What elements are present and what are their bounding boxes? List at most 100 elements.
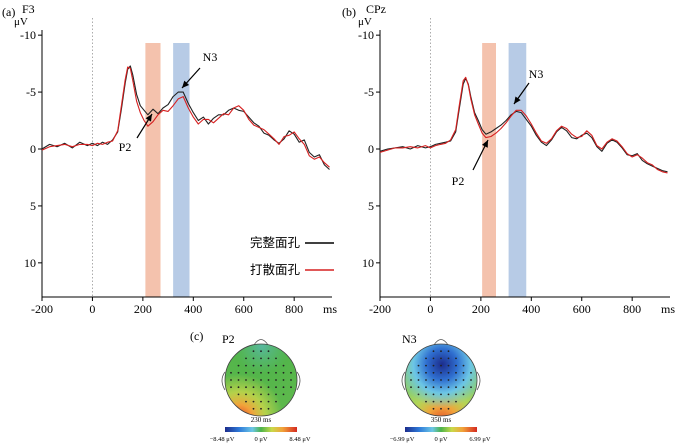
electrode-grid: [230, 350, 292, 410]
x-tick-label: -200: [31, 302, 53, 316]
x-tick-label: 200: [472, 302, 490, 316]
head-ear-left: [401, 371, 406, 391]
electrode-dot: [410, 386, 412, 389]
legend-label-scrambled: 打散面孔: [250, 262, 301, 277]
electrode-dot: [432, 407, 435, 410]
electrode-dot: [267, 386, 270, 389]
electrode-dot: [410, 371, 412, 374]
electrode-dot: [470, 379, 472, 381]
annotation-arrowhead: [482, 140, 488, 148]
electrode-dot: [245, 386, 247, 389]
head-ear-left: [221, 371, 226, 391]
y-tick-label: -5: [26, 85, 36, 99]
shaded-window: [173, 43, 190, 297]
electrode-dot: [425, 364, 427, 367]
annotation-label: N3: [529, 67, 544, 81]
colorbar-n3-min: −6.99 μV: [390, 436, 415, 443]
electrode-dot: [417, 379, 420, 381]
head-outline: [404, 343, 478, 417]
channel-label: CPz: [366, 2, 386, 16]
annotation-arrowhead: [514, 96, 521, 104]
electrode-dot: [470, 371, 472, 374]
electrode-dot: [267, 350, 270, 353]
electrode-dot: [260, 379, 262, 381]
electrode-dot: [447, 379, 450, 381]
y-tick-label: 5: [368, 199, 374, 213]
electrode-dot: [267, 379, 270, 381]
y-tick-label: 0: [368, 142, 374, 156]
electrode-dot: [267, 407, 270, 410]
y-tick-label: 10: [24, 256, 36, 270]
electrode-dot: [440, 379, 442, 381]
electrode-dot: [275, 364, 277, 367]
head-nose: [253, 339, 269, 346]
electrode-dot: [275, 386, 277, 389]
electrode-dot: [425, 357, 427, 360]
annotation-arrowhead: [145, 114, 152, 122]
electrode-dot: [252, 371, 255, 374]
topomap-p2-time: 230 ms: [251, 416, 272, 424]
electrode-dot: [245, 393, 247, 396]
series-line: [379, 77, 668, 173]
electrode-dot: [432, 364, 435, 367]
electrode-dot: [455, 371, 457, 374]
x-unit-label: ms: [661, 302, 675, 316]
electrode-dot: [260, 364, 262, 367]
electrode-dot: [260, 407, 262, 410]
electrode-dot: [455, 393, 457, 396]
electrode-dot: [425, 379, 427, 381]
panel-c-label: (c): [190, 329, 203, 343]
y-tick-label: -10: [20, 28, 36, 42]
x-tick-label: 600: [235, 302, 253, 316]
electrode-dot: [440, 357, 442, 360]
electrode-dot: [237, 371, 240, 374]
colorbar-p2-mid: 0 μV: [254, 436, 267, 443]
electrode-dot: [432, 379, 435, 381]
electrode-dot: [282, 379, 285, 381]
electrode-dot: [267, 357, 270, 360]
electrode-dot: [275, 400, 277, 403]
electrode-dot: [260, 386, 262, 389]
electrode-dot: [237, 364, 240, 367]
electrode-dot: [432, 386, 435, 389]
annotation-label: P2: [119, 140, 132, 154]
electrode-dot: [440, 364, 442, 367]
y-tick-label: 5: [30, 199, 36, 213]
topomap-n3: N3 350 ms −6.99 μV 0 μV 6.99 μV: [390, 332, 491, 443]
electrode-dot: [230, 371, 232, 374]
panel-c: (c) P2 230 ms −8.48 μV 0 μV 8.48 μV N3: [190, 329, 491, 443]
electrode-dot: [275, 393, 277, 396]
topomap-n3-time: 350 ms: [431, 416, 452, 424]
annotation-label: P2: [452, 174, 465, 188]
electrode-dot: [282, 393, 285, 396]
topomap-p2: P2 230 ms −8.48 μV 0 μV 8.48 μV: [210, 332, 311, 443]
x-tick-label: -200: [369, 302, 391, 316]
electrode-dot: [455, 357, 457, 360]
electrode-dot: [455, 386, 457, 389]
electrode-dot: [447, 350, 450, 353]
colorbar-n3: [405, 427, 477, 432]
electrode-dot: [282, 364, 285, 367]
colorbar-n3-max: 6.99 μV: [469, 436, 490, 443]
series-line: [379, 76, 668, 174]
shaded-window: [482, 43, 496, 297]
electrode-dot: [275, 379, 277, 381]
head-ear-right: [296, 371, 301, 391]
channel-label: F3: [22, 2, 35, 16]
electrode-dot: [455, 400, 457, 403]
electrode-dot: [252, 386, 255, 389]
electrode-dot: [267, 371, 270, 374]
electrode-dot: [425, 400, 427, 403]
x-unit-label: ms: [323, 302, 337, 316]
electrode-dot: [447, 400, 450, 403]
colorbar-n3-mid: 0 μV: [434, 436, 447, 443]
panel-label: (b): [342, 5, 356, 19]
electrode-dot: [432, 357, 435, 360]
electrode-dot: [440, 393, 442, 396]
electrode-dot: [245, 379, 247, 381]
head-outline: [224, 343, 298, 417]
electrode-dot: [245, 400, 247, 403]
